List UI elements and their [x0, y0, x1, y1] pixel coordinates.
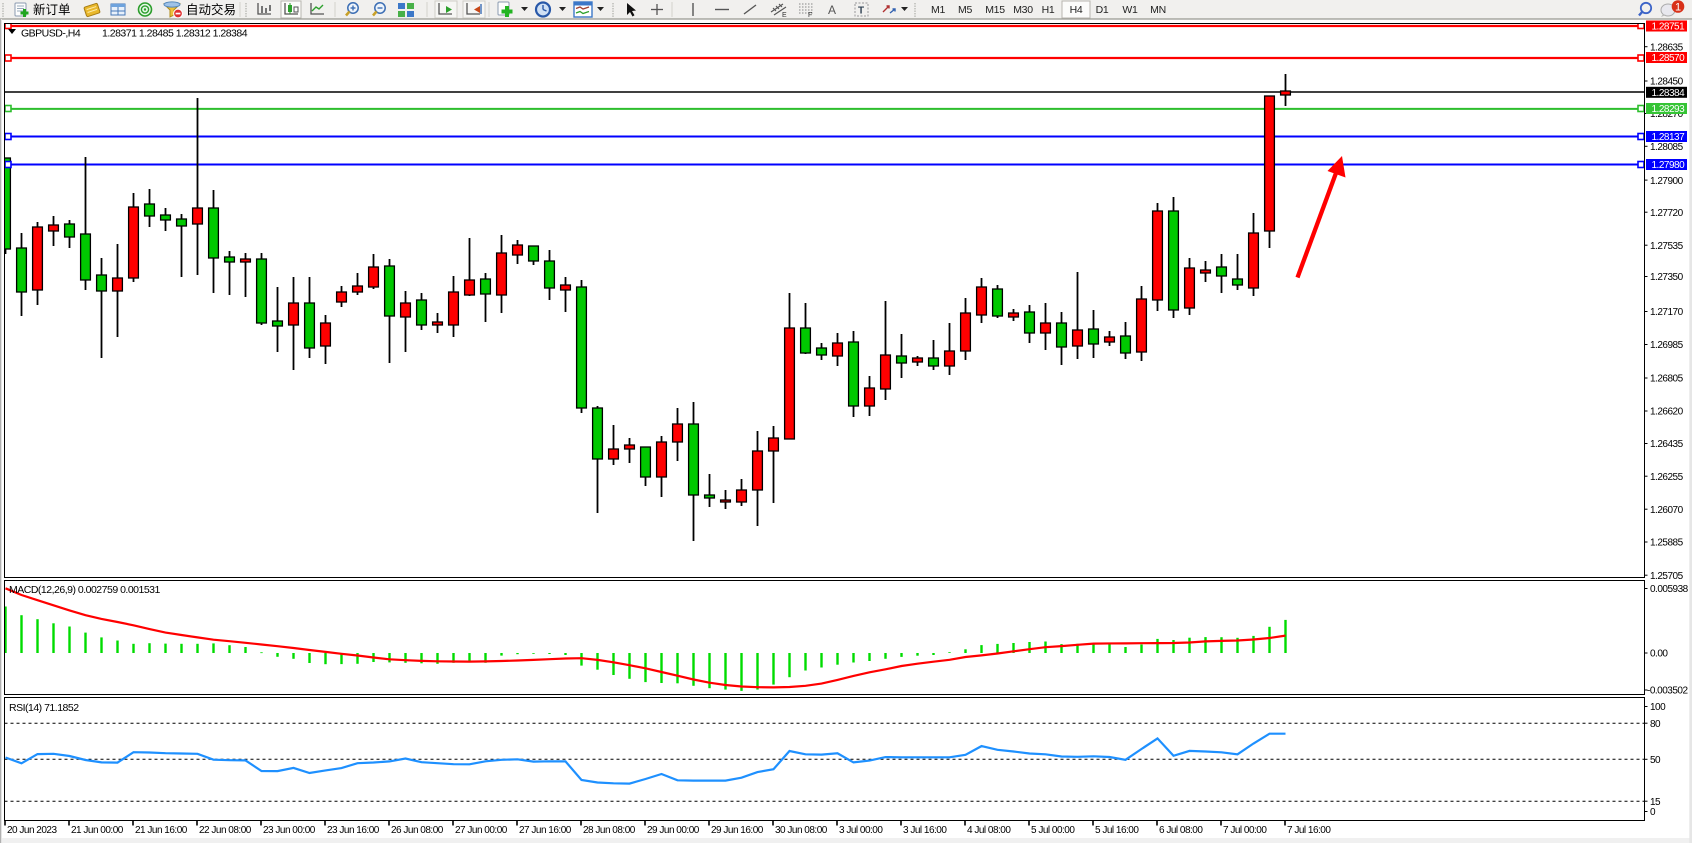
- svg-text:RSI(14) 71.1852: RSI(14) 71.1852: [9, 702, 79, 714]
- svg-text:26 Jun 08:00: 26 Jun 08:00: [391, 825, 444, 836]
- svg-text:1.28384: 1.28384: [1652, 88, 1686, 99]
- svg-text:1.28293: 1.28293: [1652, 104, 1686, 115]
- svg-text:1.28371 1.28485 1.28312 1.2838: 1.28371 1.28485 1.28312 1.28384: [102, 28, 248, 40]
- svg-text:50: 50: [1650, 755, 1661, 766]
- svg-text:20 Jun 2023: 20 Jun 2023: [7, 825, 57, 836]
- svg-text:29 Jun 00:00: 29 Jun 00:00: [647, 825, 700, 836]
- svg-text:1.28570: 1.28570: [1652, 53, 1686, 64]
- svg-text:1.27535: 1.27535: [1650, 241, 1684, 252]
- svg-text:MACD(12,26,9) 0.002759 0.00153: MACD(12,26,9) 0.002759 0.001531: [9, 584, 161, 596]
- svg-text:23 Jun 00:00: 23 Jun 00:00: [263, 825, 316, 836]
- svg-text:30 Jun 08:00: 30 Jun 08:00: [775, 825, 828, 836]
- svg-text:1.25705: 1.25705: [1650, 571, 1684, 582]
- svg-text:M5: M5: [958, 4, 972, 16]
- svg-text:0.005938: 0.005938: [1650, 584, 1689, 595]
- svg-text:0: 0: [1650, 807, 1656, 818]
- svg-text:M15: M15: [985, 4, 1005, 16]
- svg-text:1.27350: 1.27350: [1650, 272, 1684, 283]
- svg-text:5 Jul 16:00: 5 Jul 16:00: [1095, 825, 1139, 836]
- svg-text:T: T: [858, 6, 864, 17]
- svg-text:MN: MN: [1150, 4, 1166, 16]
- svg-text:6 Jul 08:00: 6 Jul 08:00: [1159, 825, 1203, 836]
- svg-text:15: 15: [1650, 797, 1661, 808]
- svg-text:1.27980: 1.27980: [1652, 160, 1686, 171]
- svg-text:7 Jul 00:00: 7 Jul 00:00: [1223, 825, 1267, 836]
- svg-text:H1: H1: [1042, 4, 1055, 16]
- svg-text:M1: M1: [931, 4, 945, 16]
- svg-text:-0.003502: -0.003502: [1647, 686, 1688, 697]
- svg-text:GBPUSD-,H4: GBPUSD-,H4: [21, 28, 81, 40]
- svg-text:5 Jul 00:00: 5 Jul 00:00: [1031, 825, 1075, 836]
- svg-text:1.28635: 1.28635: [1650, 42, 1684, 53]
- svg-text:M30: M30: [1013, 4, 1033, 16]
- svg-text:D1: D1: [1096, 4, 1109, 16]
- svg-text:23 Jun 16:00: 23 Jun 16:00: [327, 825, 380, 836]
- svg-text:H4: H4: [1070, 4, 1083, 16]
- svg-text:21 Jun 16:00: 21 Jun 16:00: [135, 825, 188, 836]
- svg-text:1.26985: 1.26985: [1650, 340, 1684, 351]
- svg-text:1.28137: 1.28137: [1652, 132, 1686, 143]
- svg-text:1.26070: 1.26070: [1650, 505, 1684, 516]
- svg-text:27 Jun 00:00: 27 Jun 00:00: [455, 825, 508, 836]
- svg-text:1.25885: 1.25885: [1650, 538, 1684, 549]
- svg-text:自动交易: 自动交易: [186, 2, 236, 17]
- svg-text:28 Jun 08:00: 28 Jun 08:00: [583, 825, 636, 836]
- svg-text:7 Jul 16:00: 7 Jul 16:00: [1287, 825, 1331, 836]
- svg-text:3 Jul 00:00: 3 Jul 00:00: [839, 825, 883, 836]
- svg-text:新订单: 新订单: [33, 2, 71, 17]
- svg-text:22 Jun 08:00: 22 Jun 08:00: [199, 825, 252, 836]
- svg-text:E: E: [782, 12, 787, 19]
- svg-text:100: 100: [1650, 702, 1666, 713]
- svg-text:3 Jul 16:00: 3 Jul 16:00: [903, 825, 947, 836]
- svg-text:W1: W1: [1122, 4, 1138, 16]
- svg-text:21 Jun 00:00: 21 Jun 00:00: [71, 825, 124, 836]
- svg-text:27 Jun 16:00: 27 Jun 16:00: [519, 825, 572, 836]
- svg-text:29 Jun 16:00: 29 Jun 16:00: [711, 825, 764, 836]
- svg-text:A: A: [828, 3, 836, 17]
- svg-text:1.26805: 1.26805: [1650, 374, 1684, 385]
- svg-text:1.28751: 1.28751: [1652, 22, 1686, 33]
- svg-text:1.27720: 1.27720: [1650, 208, 1684, 219]
- svg-text:1: 1: [1675, 2, 1681, 14]
- svg-text:1.26255: 1.26255: [1650, 472, 1684, 483]
- svg-text:1.28450: 1.28450: [1650, 77, 1684, 88]
- svg-text:80: 80: [1650, 719, 1661, 730]
- svg-text:1.27900: 1.27900: [1650, 176, 1684, 187]
- svg-text:1.27170: 1.27170: [1650, 307, 1684, 318]
- svg-text:1.26435: 1.26435: [1650, 439, 1684, 450]
- svg-text:4 Jul 08:00: 4 Jul 08:00: [967, 825, 1011, 836]
- svg-text:F: F: [808, 12, 812, 19]
- svg-text:0.00: 0.00: [1650, 649, 1668, 660]
- svg-text:1.26620: 1.26620: [1650, 407, 1684, 418]
- svg-text:1.28270: 1.28270: [1650, 109, 1684, 120]
- svg-text:1.28085: 1.28085: [1650, 142, 1684, 153]
